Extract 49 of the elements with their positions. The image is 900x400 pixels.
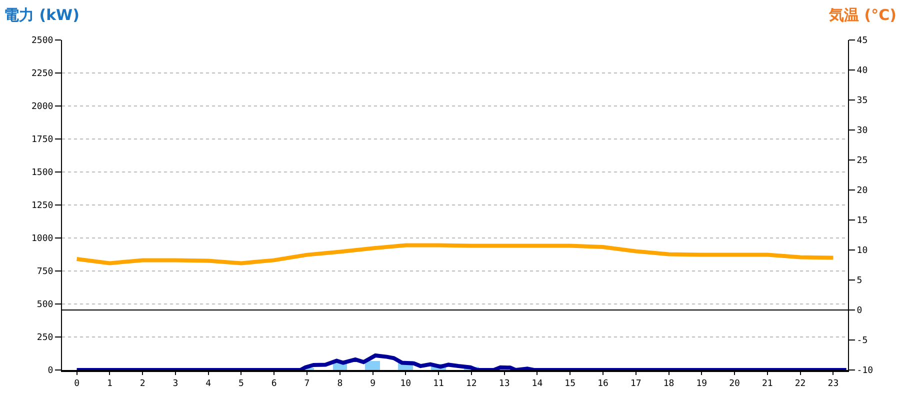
x-tick-label: 23	[828, 378, 839, 389]
y2-tick-label: -10	[856, 366, 874, 376]
x-tick-label: 1	[106, 378, 112, 389]
x-tick-label: 12	[466, 378, 477, 389]
x-tick-label: 7	[304, 378, 310, 389]
x-tick-label: 16	[598, 378, 608, 389]
x-tick-label: 2	[140, 378, 146, 389]
x-tick-label: 13	[498, 378, 510, 389]
y2-tick-label: 45	[856, 36, 868, 46]
x-tick-label: 14	[532, 378, 543, 389]
x-tick-label: 22	[794, 378, 806, 389]
x-tick-label: 10	[400, 378, 412, 389]
y-tick-label: 750	[36, 267, 54, 278]
y-tick-label: 0	[48, 366, 54, 376]
y-tick-label: 2000	[32, 102, 54, 112]
x-tick-label: 20	[729, 378, 740, 389]
y-tick-label: 1750	[32, 135, 54, 146]
y2-tick-label: 25	[856, 156, 868, 166]
y2-tick-label: -5	[856, 336, 868, 346]
x-tick-label: 9	[370, 378, 376, 389]
y-axis-title: 電力 (kW)	[4, 6, 80, 24]
x-tick-label: 8	[337, 378, 343, 389]
y-tick-label: 1000	[32, 234, 54, 244]
y2-tick-label: 10	[856, 246, 868, 256]
y-tick-label: 500	[36, 300, 54, 310]
y2-tick-label: 35	[856, 96, 868, 106]
y2-tick-label: 15	[856, 216, 868, 226]
x-tick-label: 4	[206, 378, 212, 389]
x-tick-label: 19	[696, 378, 708, 389]
x-tick-label: 0	[74, 378, 80, 389]
y2-tick-label: 40	[856, 66, 868, 76]
x-tick-label: 15	[564, 378, 576, 389]
x-tick-label: 11	[433, 378, 444, 389]
x-tick-label: 3	[172, 378, 178, 389]
y2-tick-label: 0	[856, 306, 862, 316]
x-tick-label: 17	[630, 378, 642, 389]
x-tick-label: 21	[762, 378, 773, 389]
x-tick-label: 6	[271, 378, 277, 389]
y2-tick-label: 30	[856, 126, 868, 136]
y2-tick-label: 5	[856, 276, 862, 286]
y-tick-label: 250	[36, 333, 54, 344]
x-tick-label: 5	[238, 378, 244, 389]
y-tick-label: 2250	[32, 69, 54, 80]
y-tick-label: 2500	[32, 36, 54, 46]
x-tick-label: 18	[663, 378, 674, 389]
y2-tick-label: 20	[856, 186, 868, 196]
y-tick-label: 1500	[32, 168, 54, 178]
y2-axis-title: 気温 (°C)	[828, 6, 896, 24]
y-tick-label: 1250	[32, 201, 54, 212]
